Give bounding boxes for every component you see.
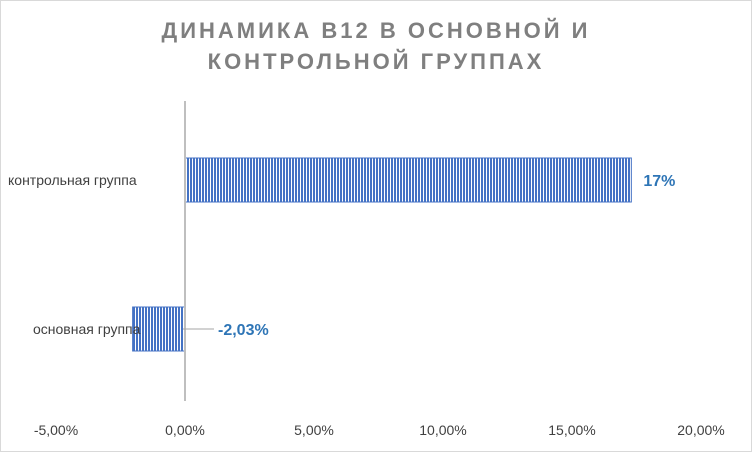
bars-layer: [132, 157, 632, 352]
x-tick-label-4: 15,00%: [548, 422, 595, 438]
x-tick-label-2: 5,00%: [294, 422, 334, 438]
bar-1: [132, 306, 186, 352]
chart-title: ДИНАМИКА B12 В ОСНОВНОЙ И КОНТРОЛЬНОЙ ГР…: [1, 15, 751, 77]
x-tick-label-3: 10,00%: [419, 422, 466, 438]
chart-title-line-2: КОНТРОЛЬНОЙ ГРУППАХ: [207, 49, 545, 74]
category-label-1: основная группа: [33, 321, 141, 337]
bar-0: [184, 157, 632, 203]
data-label-0: 17%: [643, 173, 675, 190]
data-label-1: -2,03%: [218, 322, 269, 339]
category-label-0: контрольная группа: [8, 172, 137, 188]
x-tick-label-0: -5,00%: [34, 422, 78, 438]
x-tick-label-5: 20,00%: [677, 422, 724, 438]
labels-layer: контрольная группа основная группа -5,00% 0…: [8, 172, 725, 438]
x-tick-label-1: 0,00%: [165, 422, 205, 438]
chart-title-line-1: ДИНАМИКА B12 В ОСНОВНОЙ И: [161, 18, 591, 43]
